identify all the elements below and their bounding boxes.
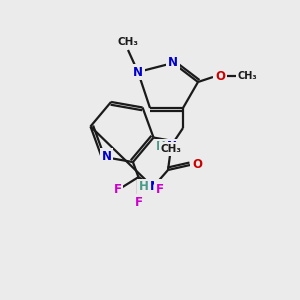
Text: O: O: [215, 70, 225, 83]
Text: N: N: [150, 181, 160, 194]
Text: CH₃: CH₃: [237, 71, 257, 81]
Text: N: N: [167, 140, 177, 154]
Text: H: H: [156, 140, 166, 154]
Text: F: F: [155, 183, 164, 196]
Text: N: N: [133, 65, 143, 79]
Text: CH₃: CH₃: [118, 37, 139, 47]
Text: N: N: [101, 150, 111, 163]
Text: F: F: [113, 183, 122, 196]
Text: CH₃: CH₃: [161, 144, 182, 154]
Text: H: H: [139, 181, 149, 194]
Text: N: N: [168, 56, 178, 68]
Text: O: O: [192, 158, 202, 172]
Text: F: F: [134, 196, 142, 208]
